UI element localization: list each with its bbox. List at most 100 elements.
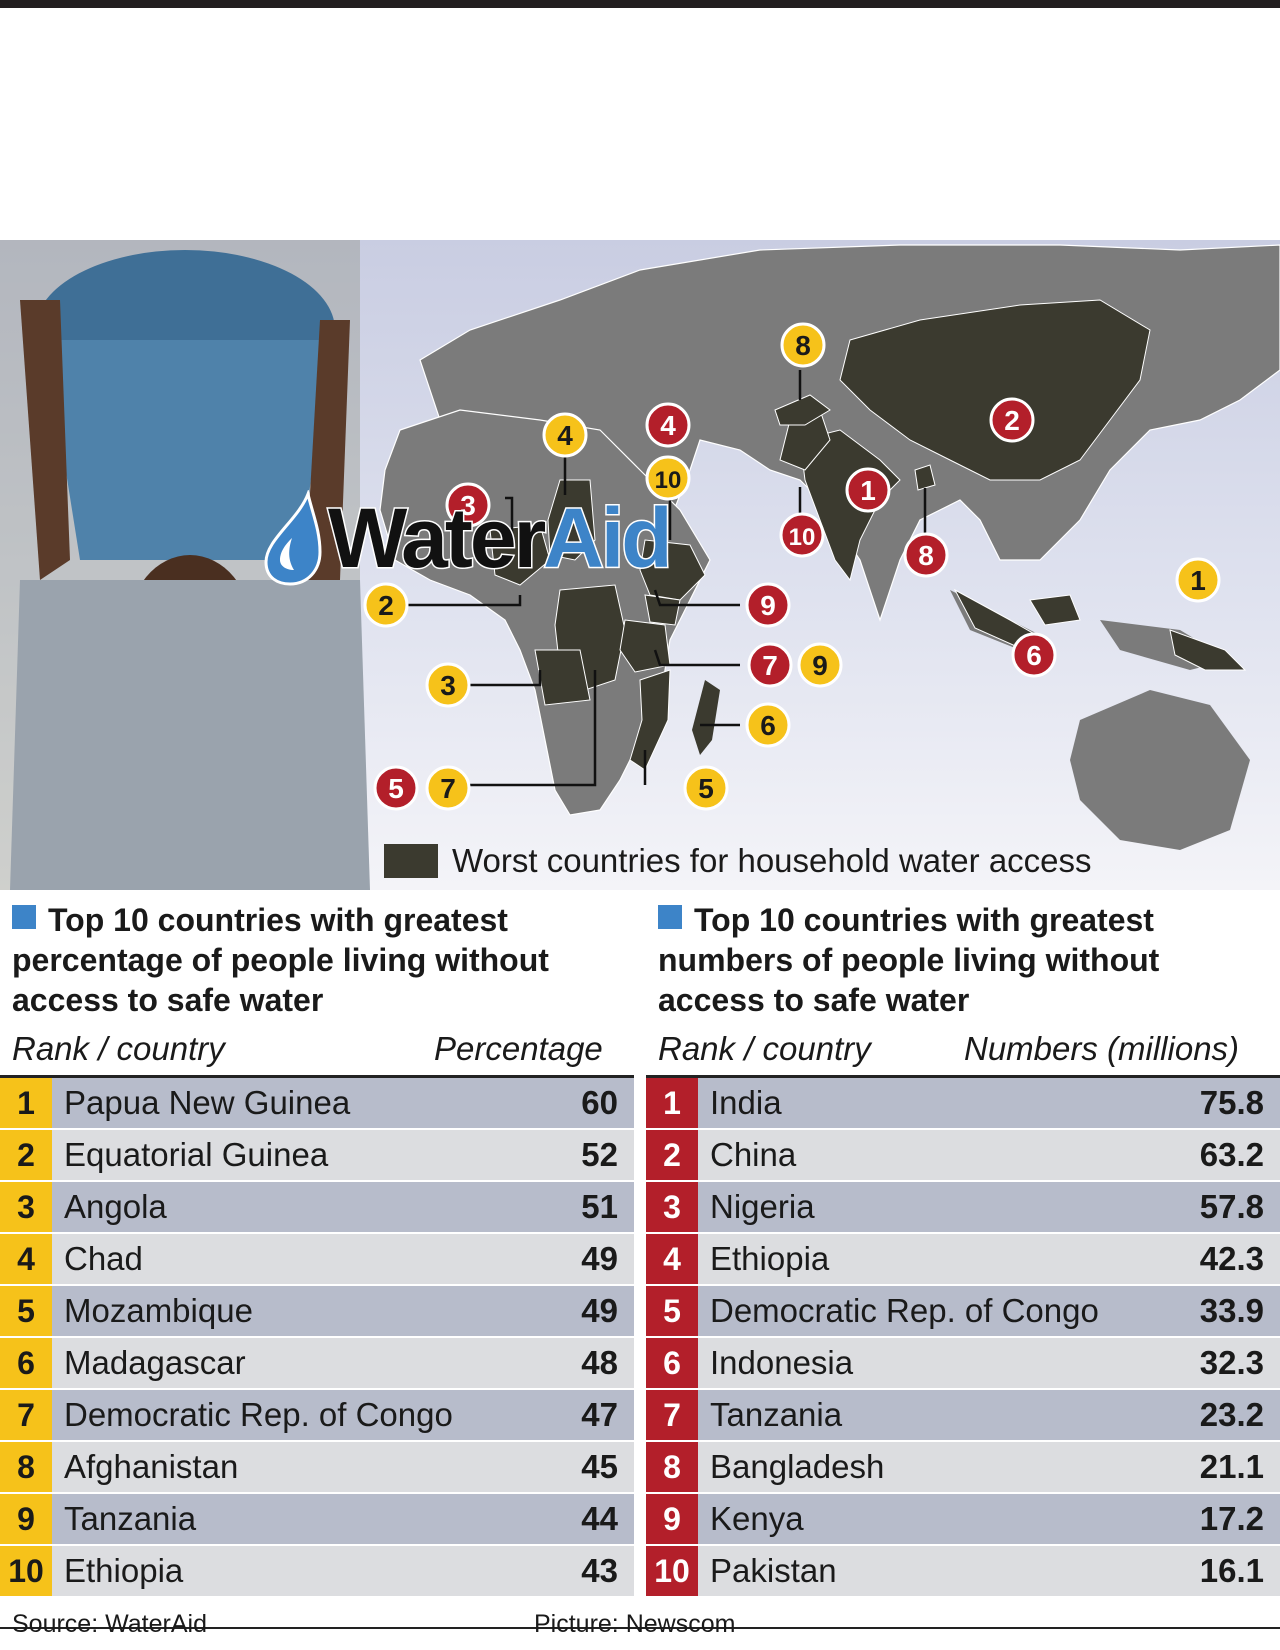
value-cell: 16.1 — [1160, 1546, 1280, 1596]
table-row: 7 Tanzania 23.2 — [646, 1390, 1280, 1442]
marker-label: 4 — [557, 420, 573, 451]
rank-cell: 9 — [0, 1494, 52, 1544]
left-title-line1: Top 10 countries with greatest — [48, 902, 508, 938]
marker-yellow-6: 6 — [745, 702, 791, 748]
marker-red-8: 8 — [903, 532, 949, 578]
blue-square-icon — [12, 905, 36, 929]
marker-yellow-8: 8 — [780, 322, 826, 368]
country-cell: Angola — [52, 1182, 514, 1232]
table-row: 1 Papua New Guinea 60 — [0, 1078, 634, 1130]
marker-label: 2 — [378, 590, 394, 621]
table-row: 9 Kenya 17.2 — [646, 1494, 1280, 1546]
rank-cell: 3 — [0, 1182, 52, 1232]
callout-lines — [408, 370, 927, 787]
country-cell: India — [698, 1078, 1160, 1128]
rank-cell: 5 — [646, 1286, 698, 1336]
table-row: 2 Equatorial Guinea 52 — [0, 1130, 634, 1182]
rank-cell: 7 — [0, 1390, 52, 1440]
value-cell: 49 — [514, 1234, 634, 1284]
value-cell: 32.3 — [1160, 1338, 1280, 1388]
highlight-bangladesh — [914, 464, 936, 491]
left-title-line3: access to safe water — [12, 982, 324, 1018]
marker-label: 9 — [760, 590, 776, 621]
country-cell: Pakistan — [698, 1546, 1160, 1596]
value-cell: 45 — [514, 1442, 634, 1492]
value-cell: 43 — [514, 1546, 634, 1596]
right-table: 1 India 75.8 2 China 63.2 3 Nigeria 57.8 4 Ethiopi… — [646, 1075, 1280, 1598]
top-rule — [0, 0, 1280, 8]
legend-label: Worst countries for household water acce… — [452, 842, 1092, 879]
rank-cell: 3 — [646, 1182, 698, 1232]
country-cell: Bangladesh — [698, 1442, 1160, 1492]
table-row: 5 Mozambique 49 — [0, 1286, 634, 1338]
table-row: 8 Afghanistan 45 — [0, 1442, 634, 1494]
table-row: 4 Ethiopia 42.3 — [646, 1234, 1280, 1286]
marker-red-5: 5 — [373, 765, 419, 811]
legend-swatch — [384, 844, 438, 878]
value-cell: 52 — [514, 1130, 634, 1180]
table-row: 10 Pakistan 16.1 — [646, 1546, 1280, 1598]
value-cell: 47 — [514, 1390, 634, 1440]
value-cell: 49 — [514, 1286, 634, 1336]
right-col-value-header: Numbers (millions) — [964, 1030, 1240, 1067]
right-col-rank-header: Rank / country — [658, 1030, 871, 1067]
marker-label: 7 — [762, 650, 778, 681]
marker-red-1: 1 — [845, 467, 891, 513]
rank-cell: 9 — [646, 1494, 698, 1544]
marker-label: 10 — [655, 467, 682, 494]
marker-label: 6 — [1026, 640, 1042, 671]
marker-label: 9 — [812, 650, 828, 681]
marker-label: 8 — [918, 540, 934, 571]
highlight-china — [839, 299, 1151, 481]
highlight-nigeria — [489, 524, 551, 586]
marker-red-4: 4 — [645, 402, 691, 448]
marker-yellow-2: 2 — [363, 582, 409, 628]
marker-red-10: 10 — [779, 512, 825, 558]
rank-cell: 4 — [646, 1234, 698, 1284]
table-row: 2 China 63.2 — [646, 1130, 1280, 1182]
highlight-india — [799, 429, 901, 582]
marker-label: 6 — [760, 710, 776, 741]
value-cell: 48 — [514, 1338, 634, 1388]
country-cell: Kenya — [698, 1494, 1160, 1544]
value-cell: 60 — [514, 1078, 634, 1128]
rank-cell: 8 — [0, 1442, 52, 1492]
rank-cell: 1 — [0, 1078, 52, 1128]
table-rule — [0, 1075, 634, 1078]
marker-yellow-5: 5 — [683, 765, 729, 811]
map-markers: 1 2 3 4 5 6 7 8 9 10 1 2 3 4 5 6 7 8 9 10 — [363, 322, 1221, 811]
rank-cell: 4 — [0, 1234, 52, 1284]
water-drop-icon — [264, 490, 322, 586]
marker-label: 2 — [1004, 405, 1020, 436]
bottom-rule — [0, 1627, 1280, 1629]
value-cell: 44 — [514, 1494, 634, 1544]
table-row: 6 Indonesia 32.3 — [646, 1338, 1280, 1390]
rank-cell: 5 — [0, 1286, 52, 1336]
rank-cell: 6 — [646, 1338, 698, 1388]
map-hero: 1 2 3 4 5 6 7 8 9 10 1 2 3 4 5 6 7 8 9 10 Water Aid — [0, 240, 1280, 890]
right-panel-title: Top 10 countries with greatest numbers o… — [658, 900, 1159, 1020]
right-title-line2: numbers of people living without — [658, 942, 1160, 978]
blue-square-icon — [658, 905, 682, 929]
table-row: 10 Ethiopia 43 — [0, 1546, 634, 1598]
value-cell: 51 — [514, 1182, 634, 1232]
rank-cell: 2 — [0, 1130, 52, 1180]
source-credit: Source: WaterAid — [12, 1610, 207, 1638]
left-col-rank-header: Rank / country — [12, 1030, 225, 1067]
marker-label: 3 — [460, 490, 476, 521]
table-row: 1 India 75.8 — [646, 1078, 1280, 1130]
rank-cell: 10 — [646, 1546, 698, 1596]
marker-label: 5 — [388, 773, 404, 804]
landmass-madagascar — [692, 680, 720, 755]
value-cell: 63.2 — [1160, 1130, 1280, 1180]
marker-label: 4 — [660, 410, 676, 441]
marker-red-9: 9 — [745, 582, 791, 628]
marker-label: 3 — [440, 670, 456, 701]
logo-text-aid: Aid — [542, 489, 674, 586]
left-table: 1 Papua New Guinea 60 2 Equatorial Guinea 52 3… — [0, 1075, 634, 1598]
country-cell: Afghanistan — [52, 1442, 514, 1492]
highlight-png — [1169, 629, 1247, 671]
country-cell: Indonesia — [698, 1338, 1160, 1388]
highlight-kenya — [644, 594, 681, 626]
rank-cell: 1 — [646, 1078, 698, 1128]
